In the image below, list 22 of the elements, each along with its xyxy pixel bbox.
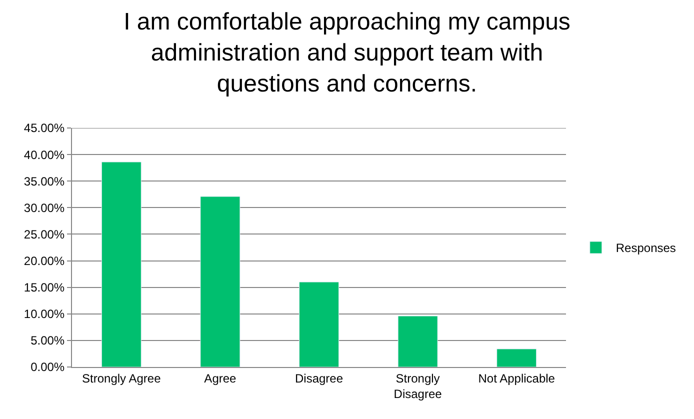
x-tick-label: Agree [204, 371, 237, 386]
bar [496, 348, 537, 367]
x-tick-label: Strongly Agree [82, 371, 162, 386]
chart-title: I am comfortable approaching my campus administration and support team with questions and concerns. [124, 8, 570, 98]
y-tick-label: 40.00% [24, 148, 65, 162]
x-tick-label: Strongly Disagree [394, 371, 442, 401]
legend-label: Responses [616, 241, 676, 256]
y-tick-label: 30.00% [24, 200, 65, 215]
y-tick-label: 5.00% [30, 334, 65, 348]
y-tick-label: 20.00% [24, 254, 65, 268]
bar [200, 196, 240, 367]
x-tick-label: Not Applicable [478, 371, 556, 386]
y-tick-label: 0.00% [30, 360, 65, 374]
y-tick-label: 10.00% [24, 307, 65, 322]
bar [101, 162, 142, 367]
x-tick-label: Disagree [294, 371, 344, 386]
bar [398, 316, 438, 367]
y-tick-label: 45.00% [24, 121, 65, 136]
bar [298, 282, 340, 367]
y-tick-label: 35.00% [24, 174, 65, 188]
y-tick-label: 25.00% [24, 227, 65, 242]
y-tick-label: 15.00% [24, 280, 65, 295]
